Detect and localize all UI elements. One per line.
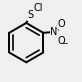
- Text: S: S: [28, 10, 34, 20]
- Text: O: O: [57, 19, 65, 29]
- Text: N: N: [50, 27, 58, 37]
- Text: Cl: Cl: [34, 3, 43, 13]
- Text: +: +: [54, 24, 61, 33]
- Text: −: −: [61, 39, 68, 48]
- Text: O: O: [57, 36, 65, 46]
